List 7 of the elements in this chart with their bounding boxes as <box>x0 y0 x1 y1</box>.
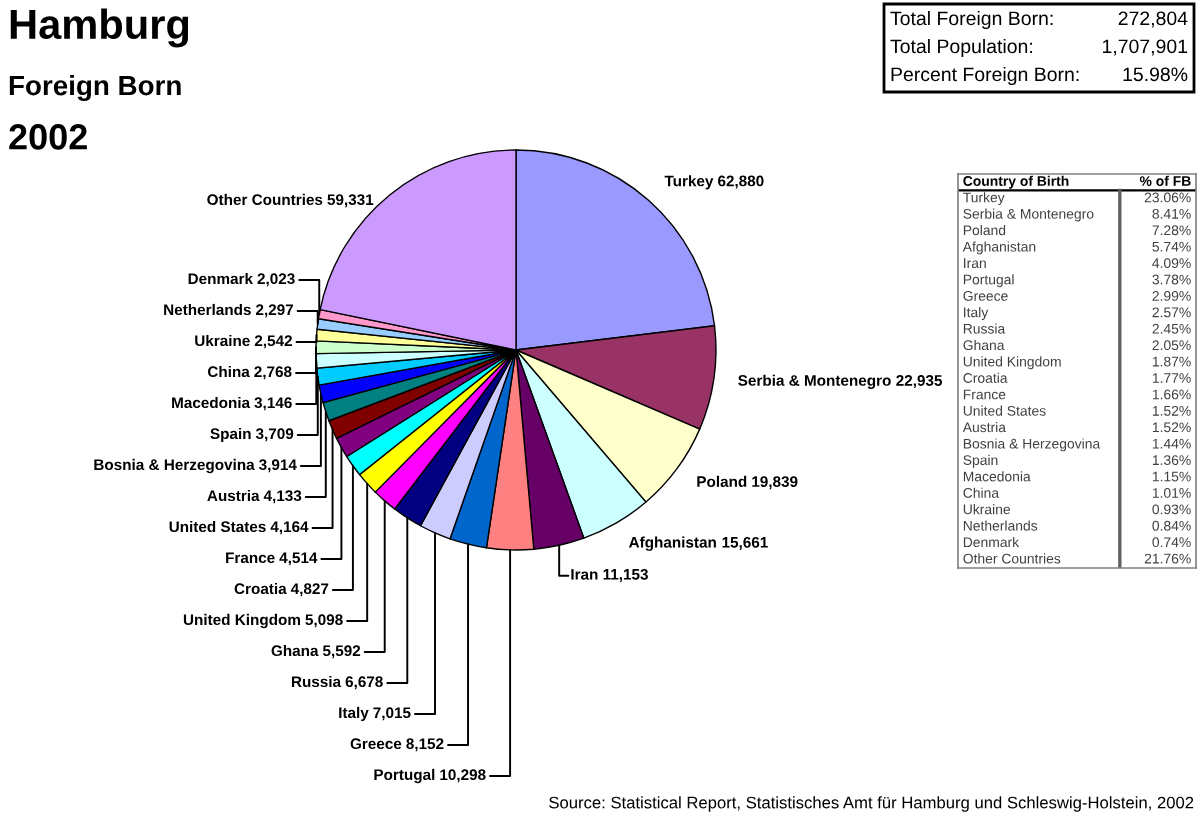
chart-title: Hamburg <box>10 8 189 48</box>
text: Total Foreign Born: 272,804 <box>890 10 1188 30</box>
chart-subtitle: Foreign Born <box>9 74 181 102</box>
text: Total Population: 1,707,901 <box>890 38 1188 58</box>
text: Percent Foreign Born: 15.98% <box>891 66 1188 86</box>
source-note: Source: Statistical Report, Statistisches Amt für Hamburg und Schleswig-Holstein, 2002 <box>549 796 1194 812</box>
text: 2002 <box>9 124 87 150</box>
